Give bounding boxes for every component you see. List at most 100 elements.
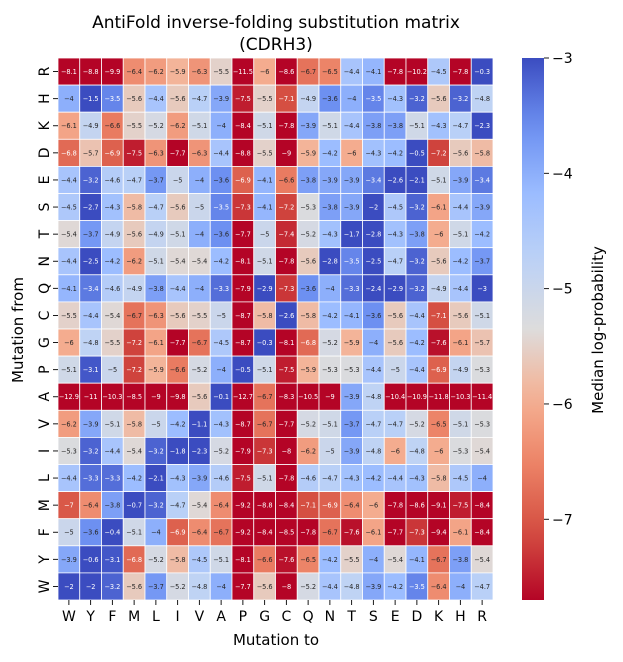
cell-value-label: −4.2 bbox=[365, 474, 381, 482]
x-axis-label: Mutation to bbox=[233, 631, 319, 649]
cell-value-label: −3.8 bbox=[452, 556, 468, 564]
cell-value-label: −4 bbox=[369, 339, 379, 347]
cell-value-label: −5.2 bbox=[322, 339, 338, 347]
cell-value-label: −6.7 bbox=[126, 312, 142, 320]
x-tick-label: W bbox=[62, 609, 76, 625]
cell-value-label: −4.7 bbox=[387, 420, 403, 428]
cell-value-label: −3.9 bbox=[344, 176, 360, 184]
cell-value-label: −8.6 bbox=[278, 68, 294, 76]
cell-value-label: −4.2 bbox=[474, 231, 490, 239]
cell-value-label: −5.1 bbox=[126, 529, 142, 537]
cell-value-label: −2.3 bbox=[474, 122, 490, 130]
y-axis-label: Mutation from bbox=[9, 277, 27, 383]
cell-value-label: −7.6 bbox=[431, 339, 447, 347]
cell-value-label: −5.6 bbox=[126, 95, 142, 103]
cell-value-label: −4.4 bbox=[170, 285, 186, 293]
cell-value-label: −5.2 bbox=[409, 420, 425, 428]
cell-value-label: −4.5 bbox=[452, 474, 468, 482]
cell-value-label: −8 bbox=[282, 583, 292, 591]
cell-value-label: −6.4 bbox=[191, 529, 207, 537]
cell-value-label: −3.6 bbox=[213, 176, 229, 184]
cell-value-label: −4.7 bbox=[322, 474, 338, 482]
cell-value-label: −5 bbox=[260, 231, 270, 239]
cell-value-label: −4.4 bbox=[409, 312, 425, 320]
y-tick-label: E bbox=[37, 176, 53, 185]
cell-value-label: −5.6 bbox=[191, 393, 207, 401]
cell-value-label: −9.8 bbox=[170, 393, 186, 401]
cell-value-label: −5.8 bbox=[474, 149, 490, 157]
cell-value-label: −8.8 bbox=[83, 68, 99, 76]
cell-value-label: −3.2 bbox=[83, 176, 99, 184]
cell-value-label: −9.4 bbox=[431, 529, 447, 537]
cell-value-label: −4.9 bbox=[300, 95, 316, 103]
cell-value-label: −6 bbox=[390, 447, 400, 455]
cell-value-label: −7.7 bbox=[278, 420, 294, 428]
y-tick-label: F bbox=[37, 528, 53, 536]
cell-value-label: −7.7 bbox=[235, 583, 251, 591]
cell-value-label: −7.4 bbox=[278, 231, 294, 239]
cell-value-label: −3.3 bbox=[83, 474, 99, 482]
cell-value-label: −7.3 bbox=[278, 285, 294, 293]
cell-value-label: −5.2 bbox=[300, 583, 316, 591]
cell-value-label: −4.1 bbox=[344, 312, 360, 320]
cell-value-label: −6.1 bbox=[61, 122, 77, 130]
cell-value-label: −9.1 bbox=[431, 502, 447, 510]
cell-value-label: −5.1 bbox=[170, 231, 186, 239]
x-tick-label: Y bbox=[85, 609, 95, 625]
cell-value-label: −3.2 bbox=[409, 203, 425, 211]
cell-value-label: −4.6 bbox=[104, 285, 120, 293]
cell-value-label: −5.9 bbox=[300, 149, 316, 157]
x-tick-label: I bbox=[176, 609, 180, 625]
cell-value-label: −5.3 bbox=[61, 447, 77, 455]
cell-value-label: −0.1 bbox=[213, 393, 229, 401]
cell-value-label: −6.4 bbox=[431, 583, 447, 591]
cell-value-label: −4.3 bbox=[387, 231, 403, 239]
cell-value-label: −4.2 bbox=[170, 420, 186, 428]
x-tick-label: C bbox=[281, 609, 291, 625]
cell-value-label: −4.8 bbox=[191, 583, 207, 591]
y-tick-label: M bbox=[37, 499, 53, 511]
cell-value-label: −3.3 bbox=[213, 285, 229, 293]
cell-value-label: −6.7 bbox=[191, 339, 207, 347]
cell-value-label: −6.9 bbox=[431, 366, 447, 374]
y-tick-label: S bbox=[37, 202, 53, 211]
cell-value-label: −6.6 bbox=[257, 556, 273, 564]
cell-value-label: −2.5 bbox=[83, 258, 99, 266]
cell-value-label: −5.1 bbox=[213, 556, 229, 564]
cell-value-label: −3.9 bbox=[83, 420, 99, 428]
cell-value-label: −5.3 bbox=[300, 203, 316, 211]
cell-value-label: −4.3 bbox=[344, 474, 360, 482]
cell-value-label: −5.4 bbox=[474, 447, 490, 455]
cell-value-label: −4.3 bbox=[387, 95, 403, 103]
cell-value-label: −2.5 bbox=[365, 258, 381, 266]
cell-value-label: −5.1 bbox=[409, 122, 425, 130]
cell-value-label: −4.4 bbox=[322, 583, 338, 591]
x-tick-label: E bbox=[391, 609, 400, 625]
y-tick-label: N bbox=[37, 256, 53, 266]
y-tick-label: A bbox=[37, 392, 53, 402]
cell-value-label: −0.5 bbox=[235, 366, 251, 374]
cell-value-label: −3.7 bbox=[148, 176, 164, 184]
y-tick-label: H bbox=[37, 93, 53, 104]
cell-value-label: −11 bbox=[84, 393, 98, 401]
cell-value-label: −8.1 bbox=[235, 258, 251, 266]
cell-value-label: −3.1 bbox=[104, 556, 120, 564]
cell-value-label: −4.2 bbox=[104, 258, 120, 266]
cell-value-label: −4.9 bbox=[83, 122, 99, 130]
cell-value-label: −4.5 bbox=[213, 339, 229, 347]
colorbar-tick-label: −3 bbox=[552, 51, 573, 67]
cell-value-label: −7.2 bbox=[126, 339, 142, 347]
x-tick-label: Q bbox=[303, 609, 314, 625]
cell-value-label: −9 bbox=[282, 149, 292, 157]
y-tick-label: V bbox=[37, 419, 53, 429]
cell-value-label: −3.2 bbox=[104, 583, 120, 591]
cell-value-label: −5.4 bbox=[191, 502, 207, 510]
cell-value-label: −5.5 bbox=[126, 122, 142, 130]
cell-value-label: −3.1 bbox=[83, 366, 99, 374]
cell-value-label: −5 bbox=[173, 176, 183, 184]
cell-value-label: −11.8 bbox=[429, 393, 449, 401]
x-tick-label: R bbox=[477, 609, 487, 625]
cell-value-label: −4 bbox=[195, 285, 205, 293]
cell-value-label: −6.2 bbox=[170, 122, 186, 130]
